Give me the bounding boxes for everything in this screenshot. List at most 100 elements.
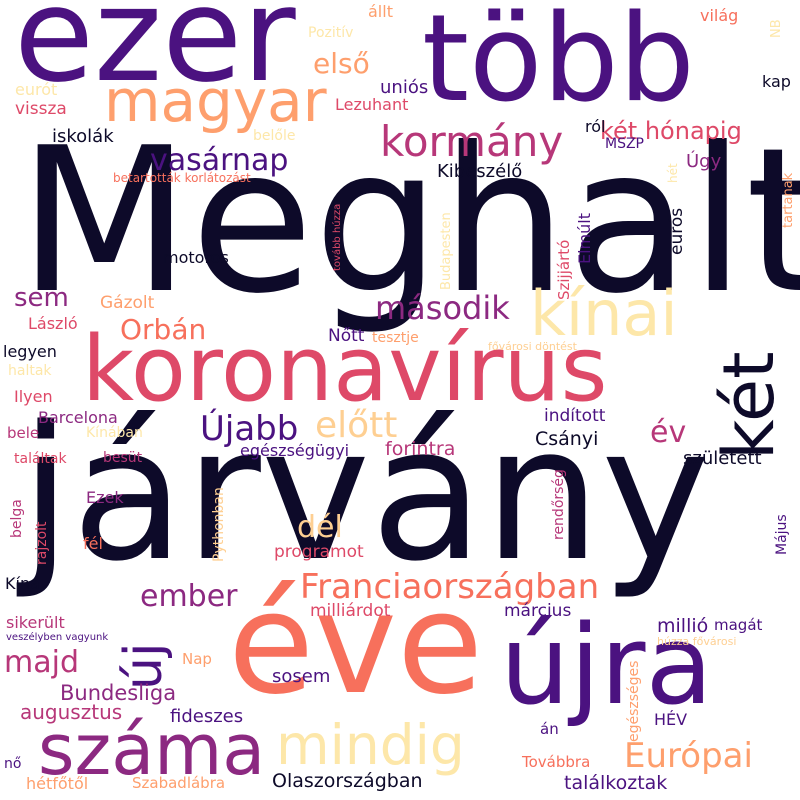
word-belole: belőle — [253, 128, 296, 144]
word-veszelyben: veszélyben vagyunk — [6, 632, 109, 643]
word-ket-honapig: két hónapig — [600, 117, 742, 145]
word-eurot: eurót — [15, 80, 58, 99]
word-szama: száma — [38, 709, 266, 791]
word-no: nő — [4, 756, 22, 772]
word-iskolak: iskolák — [52, 126, 114, 147]
word-rajzolt: rajzolt — [34, 521, 50, 565]
word-augusztus: augusztus — [20, 700, 123, 724]
word-laszlo: László — [28, 314, 78, 333]
word-hetfotol: hétfőtől — [26, 774, 89, 793]
word-majus: Május — [774, 514, 790, 555]
word-motoros: motoros — [163, 248, 229, 267]
word-ember: ember — [140, 579, 238, 614]
word-tartanak: tartanak — [781, 172, 796, 228]
word-hev: HÉV — [654, 710, 688, 729]
word-forintra: forintra — [385, 438, 456, 460]
word-ket: két — [708, 351, 790, 460]
word-sikerult: sikerült — [6, 613, 65, 632]
word-fovarosi-dontest: fővárosi döntést — [488, 340, 577, 353]
word-an: án — [540, 720, 559, 738]
word-allt: állt — [368, 2, 393, 21]
word-nap: Nap — [182, 650, 212, 668]
word-inditott: indított — [544, 406, 606, 426]
word-rendorseg: rendőrség — [551, 469, 567, 540]
word-nb: NB — [769, 19, 784, 38]
word-euros: eurós — [667, 207, 687, 255]
word-budapesten: Budapesten — [439, 212, 454, 290]
word-huzza-fovarosi: húzza fővárosi — [657, 635, 737, 648]
word-orban: Orbán — [120, 313, 207, 346]
word-bele: bele — [7, 424, 40, 442]
word-ujra: újra — [500, 601, 713, 729]
word-sosem: sosem — [272, 666, 331, 687]
word-masodik: második — [375, 289, 510, 327]
word-kormany: kormány — [380, 117, 564, 166]
word-egeszseges: egészséges — [626, 660, 642, 742]
word-pythonban: Pythonban — [211, 487, 227, 562]
word-elott: előtt — [315, 405, 398, 446]
word-del: dél — [297, 510, 343, 545]
word-kinai: kínai — [530, 277, 678, 350]
word-magyar: magyar — [104, 67, 327, 135]
word-meghalt: Meghalt — [18, 105, 800, 338]
word-milliardot: milliárdot — [310, 601, 391, 621]
word-ilyen: Ilyen — [14, 387, 53, 406]
word-sem: sem — [14, 283, 69, 313]
word-kap: kap — [762, 72, 791, 91]
word-kinaban: Kínában — [86, 425, 143, 441]
word-ezek: Ezek — [86, 488, 124, 507]
word-szuletett: született — [683, 448, 762, 469]
word-fideszes: fideszes — [170, 706, 244, 727]
word-haltak: haltak — [8, 363, 52, 379]
word-talaltak: találtak — [14, 451, 67, 467]
word-magat: magát — [714, 616, 763, 634]
word-kibeszelo: Kibeszélő — [437, 161, 523, 182]
word-marcius: március — [504, 601, 572, 621]
word-bundesliga: Bundesliga — [60, 681, 177, 705]
word-nott: Nőtt — [328, 326, 365, 346]
word-franciaorszagban: Franciaországban — [300, 567, 600, 607]
word-betartottak: betartották korlátozást — [113, 171, 251, 185]
word-ugy: Úgy — [686, 151, 722, 172]
word-barcelona: Barcelona — [38, 408, 118, 427]
word-olaszorszagban: Olaszországban — [272, 770, 423, 792]
word-fel: fél — [83, 534, 103, 553]
word-unios: uniós — [380, 77, 429, 98]
word-mindig: mindig — [276, 713, 465, 777]
word-ujabb: Újabb — [200, 409, 299, 449]
word-tobb: több — [422, 0, 695, 129]
word-belga: belga — [9, 499, 25, 538]
word-vilag: világ — [700, 6, 739, 25]
word-jarvany: járvány — [20, 386, 711, 602]
word-elmult: Elmúlt — [575, 213, 594, 264]
word-szijjarto: Szijjártó — [555, 239, 573, 300]
word-programot: programot — [274, 542, 364, 562]
word-koronavirus: koronavírus — [82, 317, 608, 422]
word-egeszsegugyi: egészségügyi — [240, 441, 350, 460]
word-eve: éve — [228, 563, 484, 726]
word-pozitiv: Pozitív — [308, 25, 354, 41]
word-vissza: vissza — [15, 99, 67, 119]
word-besut: besüt — [103, 450, 143, 466]
word-lezuhant: Lezuhant — [335, 95, 409, 114]
word-szabadlabra: Szabadlábra — [132, 774, 226, 792]
word-elso: első — [313, 47, 370, 80]
word-ezer: ezer — [14, 0, 296, 111]
word-kina: Kína — [5, 574, 40, 593]
word-mszp: MSZP — [605, 136, 644, 152]
word-majd: majd — [4, 645, 79, 680]
word-csanyi: Csányi — [535, 428, 599, 450]
word-vasarnap: vasárnap — [150, 143, 289, 178]
word-het: hét — [666, 163, 680, 183]
word-talalkoztak: találkoztak — [564, 772, 668, 794]
word-millio: millió — [657, 615, 709, 637]
word-rol: ról — [585, 117, 606, 136]
word-legyen: legyen — [3, 342, 57, 361]
word-ev: év — [650, 415, 687, 450]
word-tovabbra: Továbbra — [522, 753, 591, 771]
word-tovabb-huzza: tovább húzza — [332, 203, 343, 271]
word-europai: Európai — [624, 736, 753, 776]
word-gazolt: Gázolt — [100, 293, 155, 313]
word-tesztje: tesztje — [372, 330, 419, 346]
